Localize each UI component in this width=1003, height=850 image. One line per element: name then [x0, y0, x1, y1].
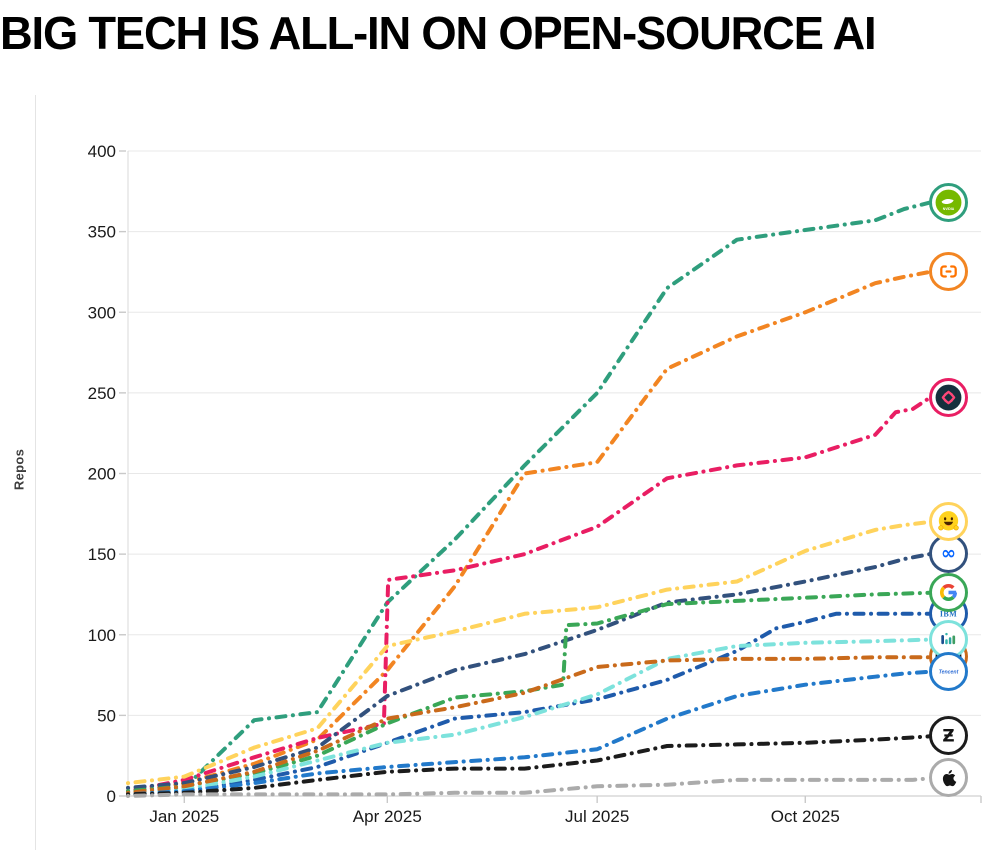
xtick-label-apr: Apr 2025 — [353, 807, 422, 826]
svg-text:IBM: IBM — [940, 609, 957, 618]
nvidia-logo: NVIDIA — [928, 182, 968, 222]
hugging-face-logo-glyph — [938, 511, 959, 531]
series-line-minimax — [126, 395, 932, 794]
svg-text:∞: ∞ — [941, 543, 956, 564]
svg-text:Ƶ: Ƶ — [942, 726, 954, 746]
ytick-label-150: 150 — [88, 545, 116, 564]
series-line-alibaba — [126, 269, 932, 795]
ytick-label-200: 200 — [88, 465, 116, 484]
ytick-label-350: 350 — [88, 223, 116, 242]
series-line-nvidia — [126, 200, 932, 795]
ytick-label-100: 100 — [88, 626, 116, 645]
stepfun-logo-glyph — [941, 632, 955, 644]
series-line-mistral-ai — [126, 655, 932, 795]
xtick-label-jul: Jul 2025 — [565, 807, 629, 826]
svg-text:NVIDIA: NVIDIA — [943, 207, 955, 211]
series-line-hugging-face — [126, 519, 932, 786]
hugging-face-logo — [928, 501, 968, 541]
chart-title: BIG TECH IS ALL-IN ON OPEN-SOURCE AI — [0, 7, 877, 59]
series-line-zhipu — [126, 734, 932, 797]
svg-text:Tencent: Tencent — [939, 669, 959, 675]
ytick-label-400: 400 — [88, 142, 116, 161]
zhipu-logo: Ƶ — [928, 716, 968, 756]
alibaba-logo-glyph — [939, 265, 957, 278]
ytick-label-300: 300 — [88, 303, 116, 322]
minimax-logo — [928, 377, 968, 417]
left-frame-divider — [35, 95, 36, 850]
ytick-label-250: 250 — [88, 384, 116, 403]
google-logo-glyph — [939, 583, 957, 601]
alibaba-logo — [928, 251, 968, 291]
ytick-label-50: 50 — [97, 706, 116, 725]
zhipu-logo-glyph: Ƶ — [942, 726, 954, 746]
xtick-label-jan: Jan 2025 — [149, 807, 219, 826]
apple-logo-glyph — [942, 770, 957, 787]
series-line-apple — [126, 776, 932, 798]
series-line-google — [126, 590, 932, 794]
apple-logo — [928, 758, 968, 798]
minimax-logo-glyph — [935, 384, 962, 411]
series-line-ibm — [126, 611, 932, 797]
tencent-logo-glyph: Tencent — [939, 669, 959, 675]
meta-logo-glyph: ∞ — [941, 543, 956, 564]
google-logo — [928, 572, 968, 612]
series-line-stepfun — [126, 637, 932, 797]
ytick-label-0: 0 — [107, 787, 116, 806]
ibm-logo-glyph: IBM — [940, 609, 957, 618]
xtick-label-oct: Oct 2025 — [771, 807, 840, 826]
series-line-meta — [126, 552, 932, 790]
tencent-logo: Tencent — [928, 651, 968, 691]
series-line-tencent — [126, 669, 932, 797]
nvidia-logo-glyph: NVIDIA — [935, 189, 962, 216]
